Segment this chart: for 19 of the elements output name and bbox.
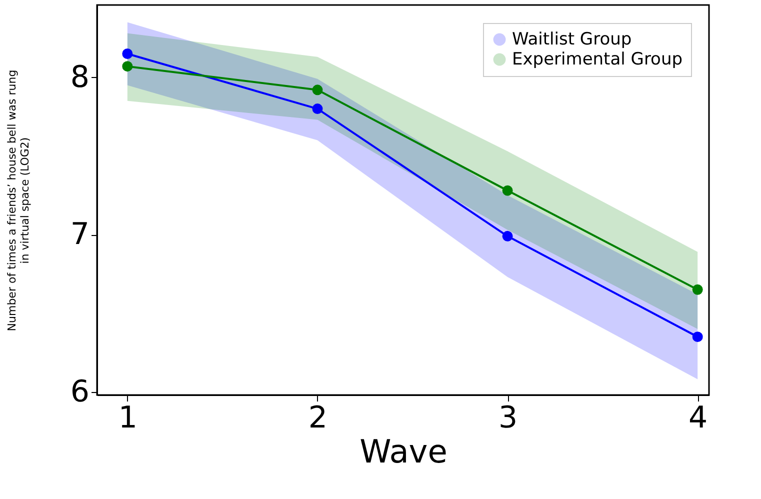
y-tick-label: 8: [70, 60, 90, 95]
point: [692, 332, 703, 342]
x-tick-label: 1: [118, 400, 138, 436]
x-tick-label: 4: [688, 400, 708, 436]
y-axis-title: Number of times a friends’ house bell was rung in virtual space (LOG2): [5, 70, 32, 332]
point: [122, 48, 133, 59]
point: [502, 185, 513, 196]
point: [122, 61, 133, 72]
legend-label: Waitlist Group: [512, 30, 632, 50]
point: [312, 104, 323, 114]
point: [502, 230, 513, 242]
legend-label: Experimental Group: [512, 50, 683, 70]
point: [692, 284, 703, 295]
x-axis-title: Wave: [360, 432, 448, 470]
y-tick-label: 7: [70, 217, 90, 252]
y-tick-label: 6: [70, 374, 90, 410]
x-tick-label: 3: [498, 400, 518, 436]
point: [312, 84, 323, 96]
x-tick-label: 2: [308, 400, 328, 436]
